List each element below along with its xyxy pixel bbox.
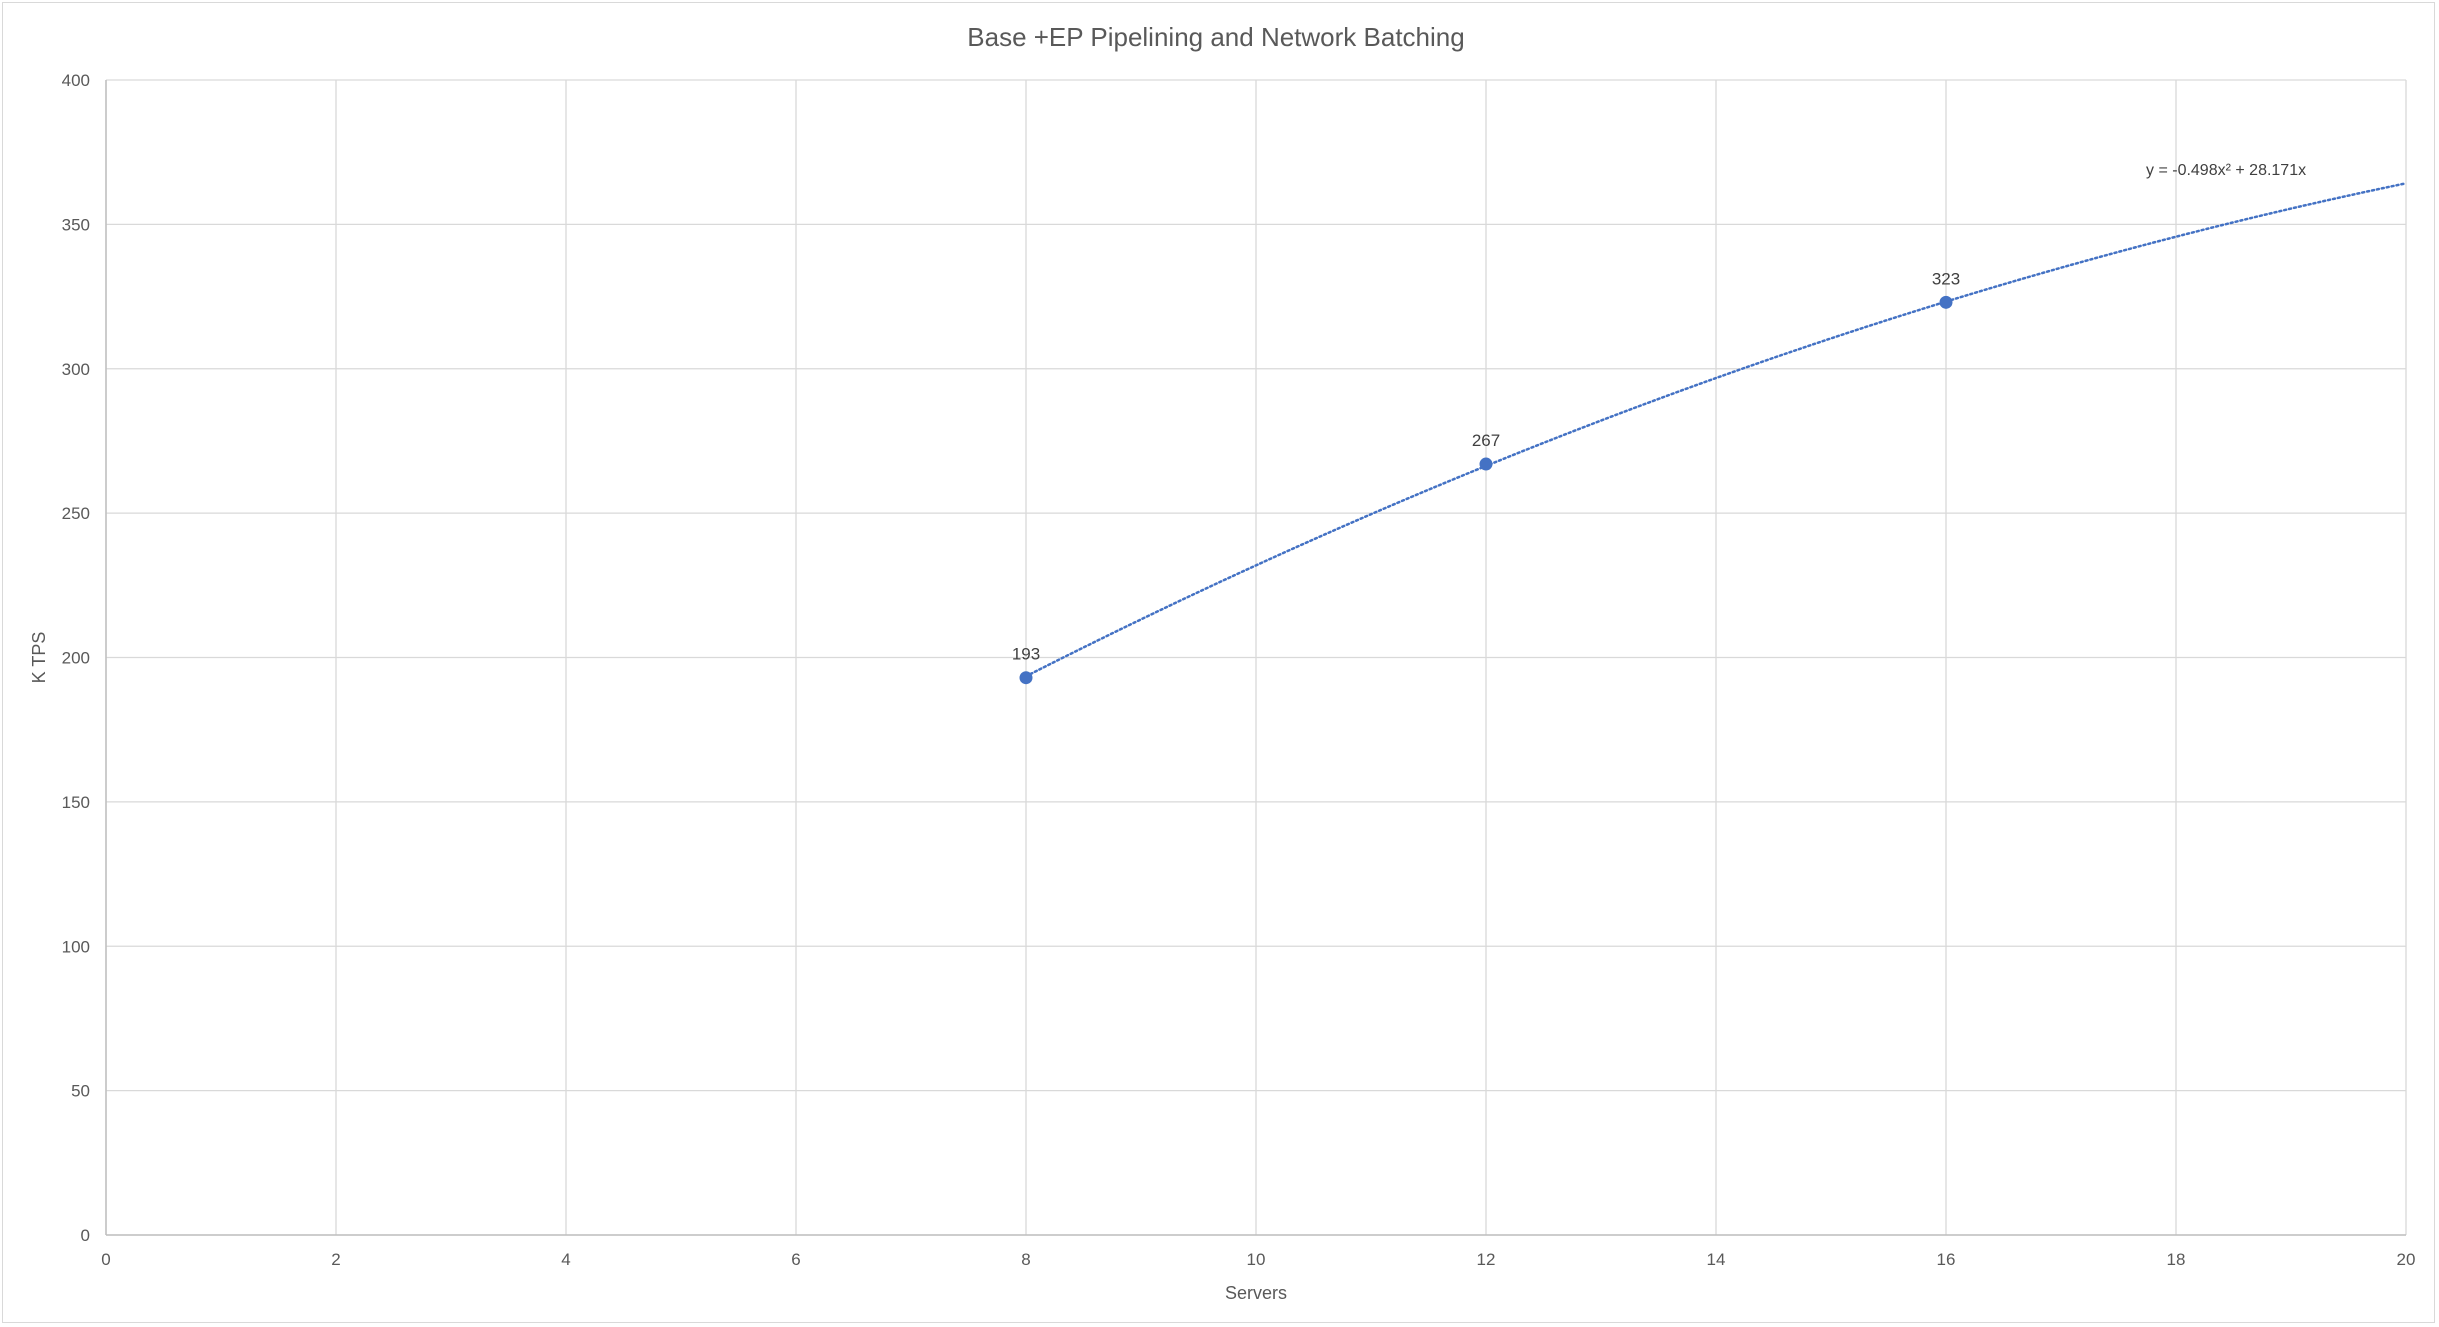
gridlines	[105, 79, 2407, 1236]
x-axis-title: Servers	[1225, 1283, 1287, 1303]
data-point	[1939, 295, 1953, 309]
x-tick-label: 18	[2167, 1250, 2186, 1269]
chart-svg: Base +EP Pipelining and Network Batching…	[29, 22, 2416, 1303]
y-tick-label: 250	[62, 504, 90, 523]
data-label: 193	[1012, 645, 1040, 664]
chart-title: Base +EP Pipelining and Network Batching	[967, 22, 1464, 52]
y-tick-label: 200	[62, 649, 90, 668]
y-axis-title: K TPS	[29, 632, 49, 684]
y-tick-label: 300	[62, 360, 90, 379]
x-tick-label: 0	[101, 1250, 110, 1269]
x-tick-label: 2	[331, 1250, 340, 1269]
x-tick-label: 10	[1247, 1250, 1266, 1269]
y-tick-label: 50	[71, 1082, 90, 1101]
y-tick-label: 150	[62, 793, 90, 812]
y-tick-label: 100	[62, 937, 90, 956]
x-tick-label: 20	[2397, 1250, 2416, 1269]
x-tick-label: 16	[1937, 1250, 1956, 1269]
data-label: 267	[1472, 431, 1500, 450]
trendline	[1024, 182, 2408, 678]
y-tick-label: 350	[62, 215, 90, 234]
y-tick-label: 400	[62, 71, 90, 90]
data-points: 193 267 323	[1012, 269, 1960, 685]
x-tick-label: 8	[1021, 1250, 1030, 1269]
x-tick-label: 4	[561, 1250, 570, 1269]
x-tick-label: 14	[1707, 1250, 1726, 1269]
y-tick-label: 0	[81, 1226, 90, 1245]
tick-labels: 0 50 100 150 200 250 300 350 400 0 2 4 6 8 10 12 14 16 18 2…	[62, 71, 2416, 1269]
trendline-layer	[1024, 182, 2408, 678]
x-tick-label: 12	[1477, 1250, 1496, 1269]
data-label: 323	[1932, 269, 1960, 288]
x-tick-label: 6	[791, 1250, 800, 1269]
trendline-equation: y = -0.498x² + 28.171x	[2146, 162, 2306, 179]
data-point	[1479, 457, 1493, 471]
data-point	[1019, 671, 1033, 685]
